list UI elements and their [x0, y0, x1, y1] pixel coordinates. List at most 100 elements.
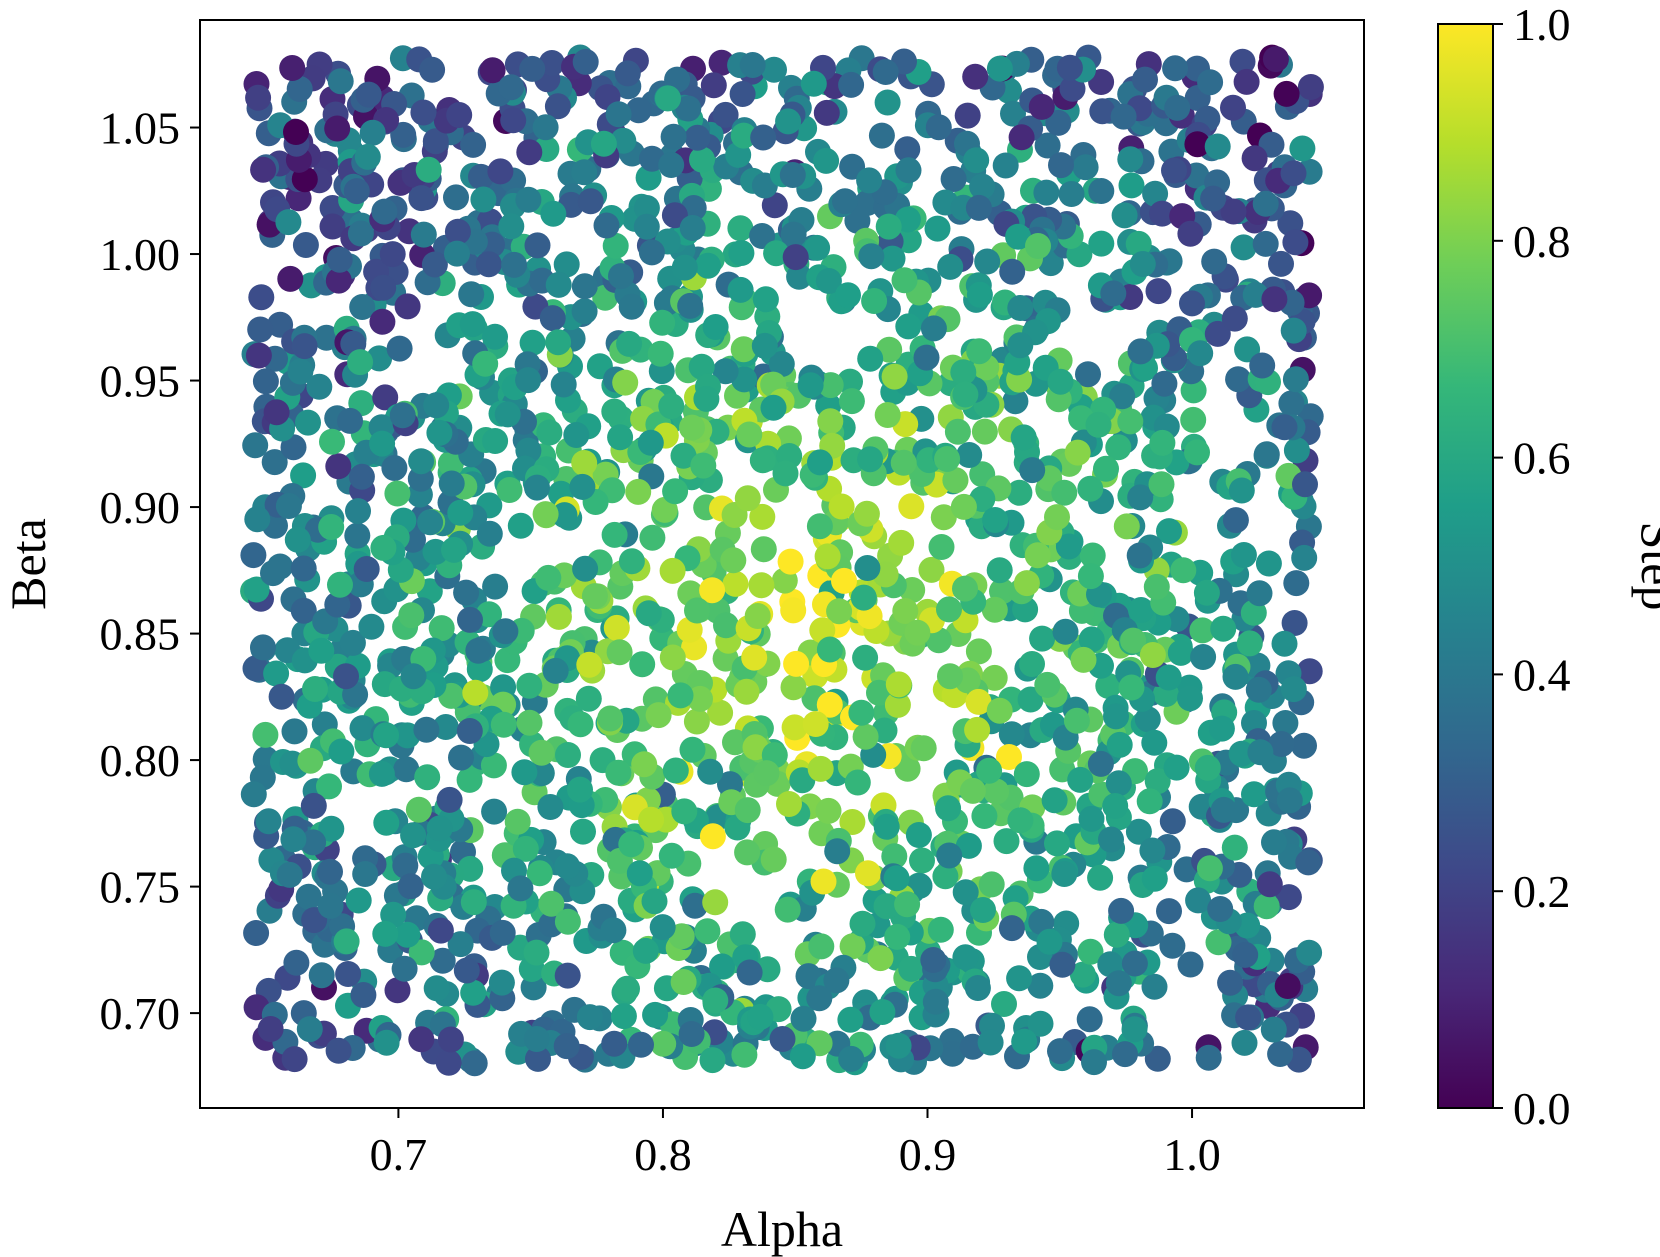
scatter-point	[789, 1043, 816, 1070]
scatter-point	[408, 939, 435, 966]
scatter-point	[296, 1016, 323, 1043]
scatter-point	[858, 243, 885, 270]
scatter-point	[869, 999, 896, 1025]
scatter-point	[290, 597, 317, 624]
scatter-point	[408, 448, 435, 475]
scatter-point	[1072, 154, 1099, 181]
scatter-point	[883, 865, 910, 892]
scatter-point	[1231, 1029, 1258, 1056]
scatter-point	[337, 407, 363, 434]
scatter-point	[1162, 55, 1189, 82]
scatter-point	[426, 815, 453, 842]
scatter-point	[240, 781, 267, 808]
scatter-point	[775, 108, 802, 135]
scatter-point	[516, 139, 543, 166]
scatter-point	[1233, 68, 1260, 95]
scatter-point	[983, 778, 1010, 805]
scatter-point	[1058, 181, 1085, 207]
scatter-point	[952, 381, 979, 408]
x-tick-label: 0.9	[899, 1129, 957, 1180]
scatter-point	[1078, 626, 1105, 653]
scatter-point	[421, 863, 447, 890]
scatter-point	[677, 292, 704, 319]
scatter-point	[699, 577, 726, 604]
scatter-point	[885, 1032, 912, 1059]
scatter-point	[761, 192, 788, 219]
scatter-point	[782, 244, 809, 271]
scatter-point	[1221, 305, 1248, 332]
scatter-point	[515, 186, 542, 213]
scatter-point	[731, 1041, 758, 1068]
scatter-point	[1230, 234, 1257, 261]
scatter-point	[645, 702, 672, 729]
scatter-point	[257, 1016, 284, 1042]
scatter-point	[1292, 471, 1318, 498]
scatter-point	[684, 124, 711, 151]
scatter-point	[969, 173, 996, 200]
scatter-point	[744, 603, 771, 629]
scatter-point	[572, 48, 599, 75]
scatter-point	[446, 102, 473, 128]
scatter-point	[333, 663, 359, 690]
scatter-point	[1076, 1006, 1103, 1033]
scatter-point	[1195, 1044, 1222, 1071]
scatter-point	[1134, 706, 1161, 733]
scatter-point	[410, 99, 437, 126]
scatter-point	[461, 1050, 488, 1077]
scatter-point	[601, 1030, 628, 1057]
scatter-point	[942, 467, 969, 494]
scatter-point	[1085, 411, 1112, 438]
scatter-point	[952, 944, 979, 971]
scatter-point	[689, 146, 715, 173]
scatter-point	[950, 359, 977, 386]
scatter-point	[626, 860, 653, 887]
scatter-point	[347, 349, 374, 376]
scatter-point	[384, 480, 411, 507]
scatter-point	[419, 56, 446, 83]
scatter-point	[918, 556, 945, 583]
scatter-point	[1125, 230, 1152, 257]
scatter-point	[400, 663, 427, 690]
scatter-point	[702, 314, 729, 340]
scatter-point	[283, 119, 309, 145]
scatter-point	[436, 786, 463, 813]
scatter-point	[671, 798, 698, 825]
scatter-point	[761, 56, 787, 83]
scatter-point	[1056, 54, 1083, 81]
scatter-point	[1141, 729, 1168, 756]
scatter-point	[749, 503, 776, 530]
scatter-point	[482, 323, 508, 350]
scatter-point	[355, 81, 382, 108]
scatter-point	[1261, 829, 1287, 856]
scatter-point	[776, 791, 802, 817]
scatter-point	[344, 522, 371, 549]
scatter-point	[952, 879, 979, 906]
scatter-point	[614, 60, 641, 87]
scatter-point	[739, 52, 766, 78]
scatter-point	[838, 388, 865, 415]
scatter-point	[875, 213, 902, 240]
scatter-point	[327, 68, 354, 95]
scatter-point	[999, 258, 1026, 285]
scatter-point	[1210, 796, 1237, 823]
scatter-point	[1079, 542, 1106, 569]
scatter-point	[1008, 124, 1035, 151]
scatter-point	[601, 398, 628, 425]
scatter-point	[844, 769, 871, 796]
x-tick-label: 1.0	[1163, 1129, 1221, 1180]
scatter-point	[839, 933, 866, 960]
scatter-point	[750, 124, 777, 151]
scatter-point	[1161, 157, 1187, 184]
scatter-point	[1268, 250, 1294, 277]
scatter-point	[684, 597, 710, 624]
scatter-point	[857, 345, 884, 372]
scatter-point	[1103, 921, 1130, 948]
scatter-point	[1200, 185, 1227, 212]
scatter-point	[390, 121, 417, 148]
scatter-point	[1252, 230, 1279, 257]
scatter-point	[807, 449, 833, 476]
scatter-point	[457, 606, 483, 633]
scatter-point	[1156, 518, 1182, 545]
scatter-point	[806, 985, 833, 1012]
scatter-point	[572, 555, 599, 582]
